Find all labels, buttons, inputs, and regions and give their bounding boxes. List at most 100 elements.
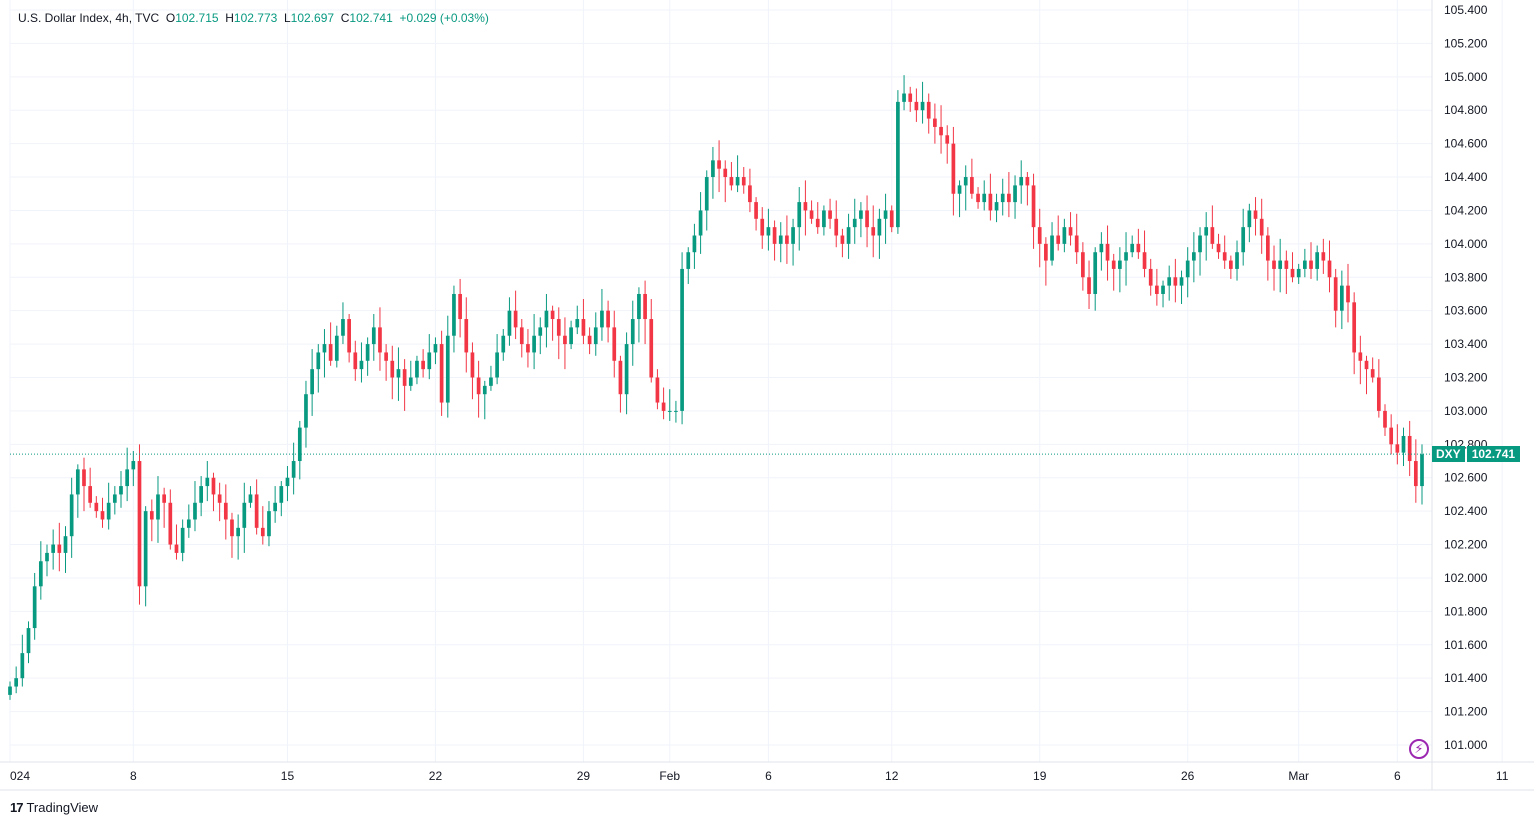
candle-body	[661, 402, 666, 411]
candle-body	[489, 377, 493, 386]
open-value: 102.715	[175, 11, 219, 25]
candle-body	[1290, 268, 1295, 278]
candle-body	[149, 511, 154, 520]
candle-body	[1210, 227, 1215, 244]
candle-body	[137, 461, 142, 587]
candle-body	[815, 218, 820, 228]
candle-body	[513, 310, 518, 328]
lightning-bolt-icon[interactable]: ⚡	[1409, 739, 1429, 759]
symbol-legend: U.S. Dollar Index, 4h, TVC O102.715 H102…	[18, 11, 489, 25]
candle-body	[686, 252, 691, 269]
candle-series	[8, 75, 1424, 700]
candle-body	[902, 93, 906, 102]
candle-body	[334, 335, 339, 361]
y-tick-label: 105.400	[1444, 3, 1488, 17]
candle-body	[1118, 260, 1122, 269]
candle-body	[982, 193, 987, 203]
candle-body	[1395, 444, 1400, 453]
brand-name: TradingView	[26, 800, 99, 815]
candle-body	[20, 653, 25, 679]
y-tick-label: 105.200	[1444, 36, 1488, 50]
candle-body	[1259, 218, 1264, 236]
candle-body	[427, 352, 432, 370]
symbol-name[interactable]: U.S. Dollar Index, 4h, TVC	[18, 11, 160, 25]
candle-body	[1007, 193, 1011, 203]
candle-body	[914, 101, 919, 111]
candle-body	[1136, 243, 1141, 253]
candle-body	[476, 377, 481, 395]
candle-body	[1142, 252, 1147, 269]
candle-body	[544, 310, 549, 328]
candle-body	[186, 519, 191, 528]
candle-body	[760, 218, 765, 236]
candle-body	[273, 502, 277, 512]
time-axis[interactable]: 024 8 15 22 29 Feb 6 12 19 26 Mar 6 11	[0, 761, 1534, 791]
candle-body	[723, 168, 728, 178]
candle-body	[637, 293, 641, 320]
tradingview-brand[interactable]: 17 TradingView	[10, 800, 98, 815]
candle-body	[1068, 227, 1073, 236]
candle-body	[846, 227, 851, 244]
price-badge-symbol: DXY	[1432, 446, 1465, 463]
candle-body	[162, 494, 166, 503]
candle-body	[1031, 185, 1036, 228]
candle-body	[1383, 410, 1387, 428]
candle-body	[791, 227, 795, 244]
y-tick-label: 104.800	[1444, 103, 1488, 117]
candle-body	[371, 327, 376, 345]
candle-body	[248, 494, 253, 503]
y-tick-label: 104.200	[1444, 203, 1488, 217]
candle-body	[211, 477, 216, 495]
candle-body	[526, 344, 530, 353]
candle-body	[1093, 252, 1098, 294]
candle-body	[14, 678, 19, 687]
candle-body	[421, 360, 425, 370]
candle-body	[1229, 260, 1233, 269]
candle-body	[692, 235, 697, 253]
x-tick-label: 6	[1394, 769, 1401, 783]
low-label: L	[283, 11, 291, 25]
candle-body	[297, 427, 302, 462]
candle-body	[1161, 285, 1165, 294]
candle-body	[415, 360, 419, 378]
x-tick-label: 26	[1181, 769, 1195, 783]
candle-body	[1130, 243, 1135, 253]
candle-body	[408, 377, 413, 386]
candle-body	[618, 360, 623, 395]
low-value: 102.697	[290, 11, 335, 25]
candle-body	[1081, 252, 1085, 278]
candle-body	[1056, 235, 1061, 244]
candle-body	[341, 319, 345, 336]
candle-body	[1185, 260, 1190, 278]
candle-body	[1167, 277, 1172, 286]
candle-body	[1401, 435, 1406, 453]
candle-body	[908, 93, 913, 102]
candle-body	[378, 327, 382, 353]
y-tick-label: 102.200	[1444, 538, 1488, 552]
candle-body	[785, 235, 789, 244]
candle-body	[1087, 277, 1091, 294]
candle-body	[939, 126, 943, 136]
candle-body	[8, 686, 12, 695]
candle-body	[82, 469, 86, 487]
price-axis[interactable]: 105.400 105.200 105.000 104.800 104.600 104.4…	[1431, 0, 1488, 790]
candle-body	[1247, 210, 1252, 228]
candle-body	[871, 227, 876, 236]
candle-body	[328, 344, 333, 361]
candle-body	[1198, 235, 1202, 253]
candle-body	[569, 327, 573, 345]
candle-body	[445, 335, 450, 403]
candle-body	[711, 160, 715, 178]
candle-body	[230, 519, 234, 537]
candle-body	[168, 502, 173, 545]
tradingview-logo-icon: 17	[10, 800, 24, 815]
candle-body	[285, 477, 290, 487]
candle-body	[963, 177, 968, 186]
candle-body	[970, 177, 974, 194]
candle-body	[1339, 285, 1344, 311]
candle-body	[1389, 427, 1394, 445]
candle-body	[859, 210, 863, 219]
candle-body	[563, 335, 567, 345]
candle-body	[75, 469, 80, 495]
